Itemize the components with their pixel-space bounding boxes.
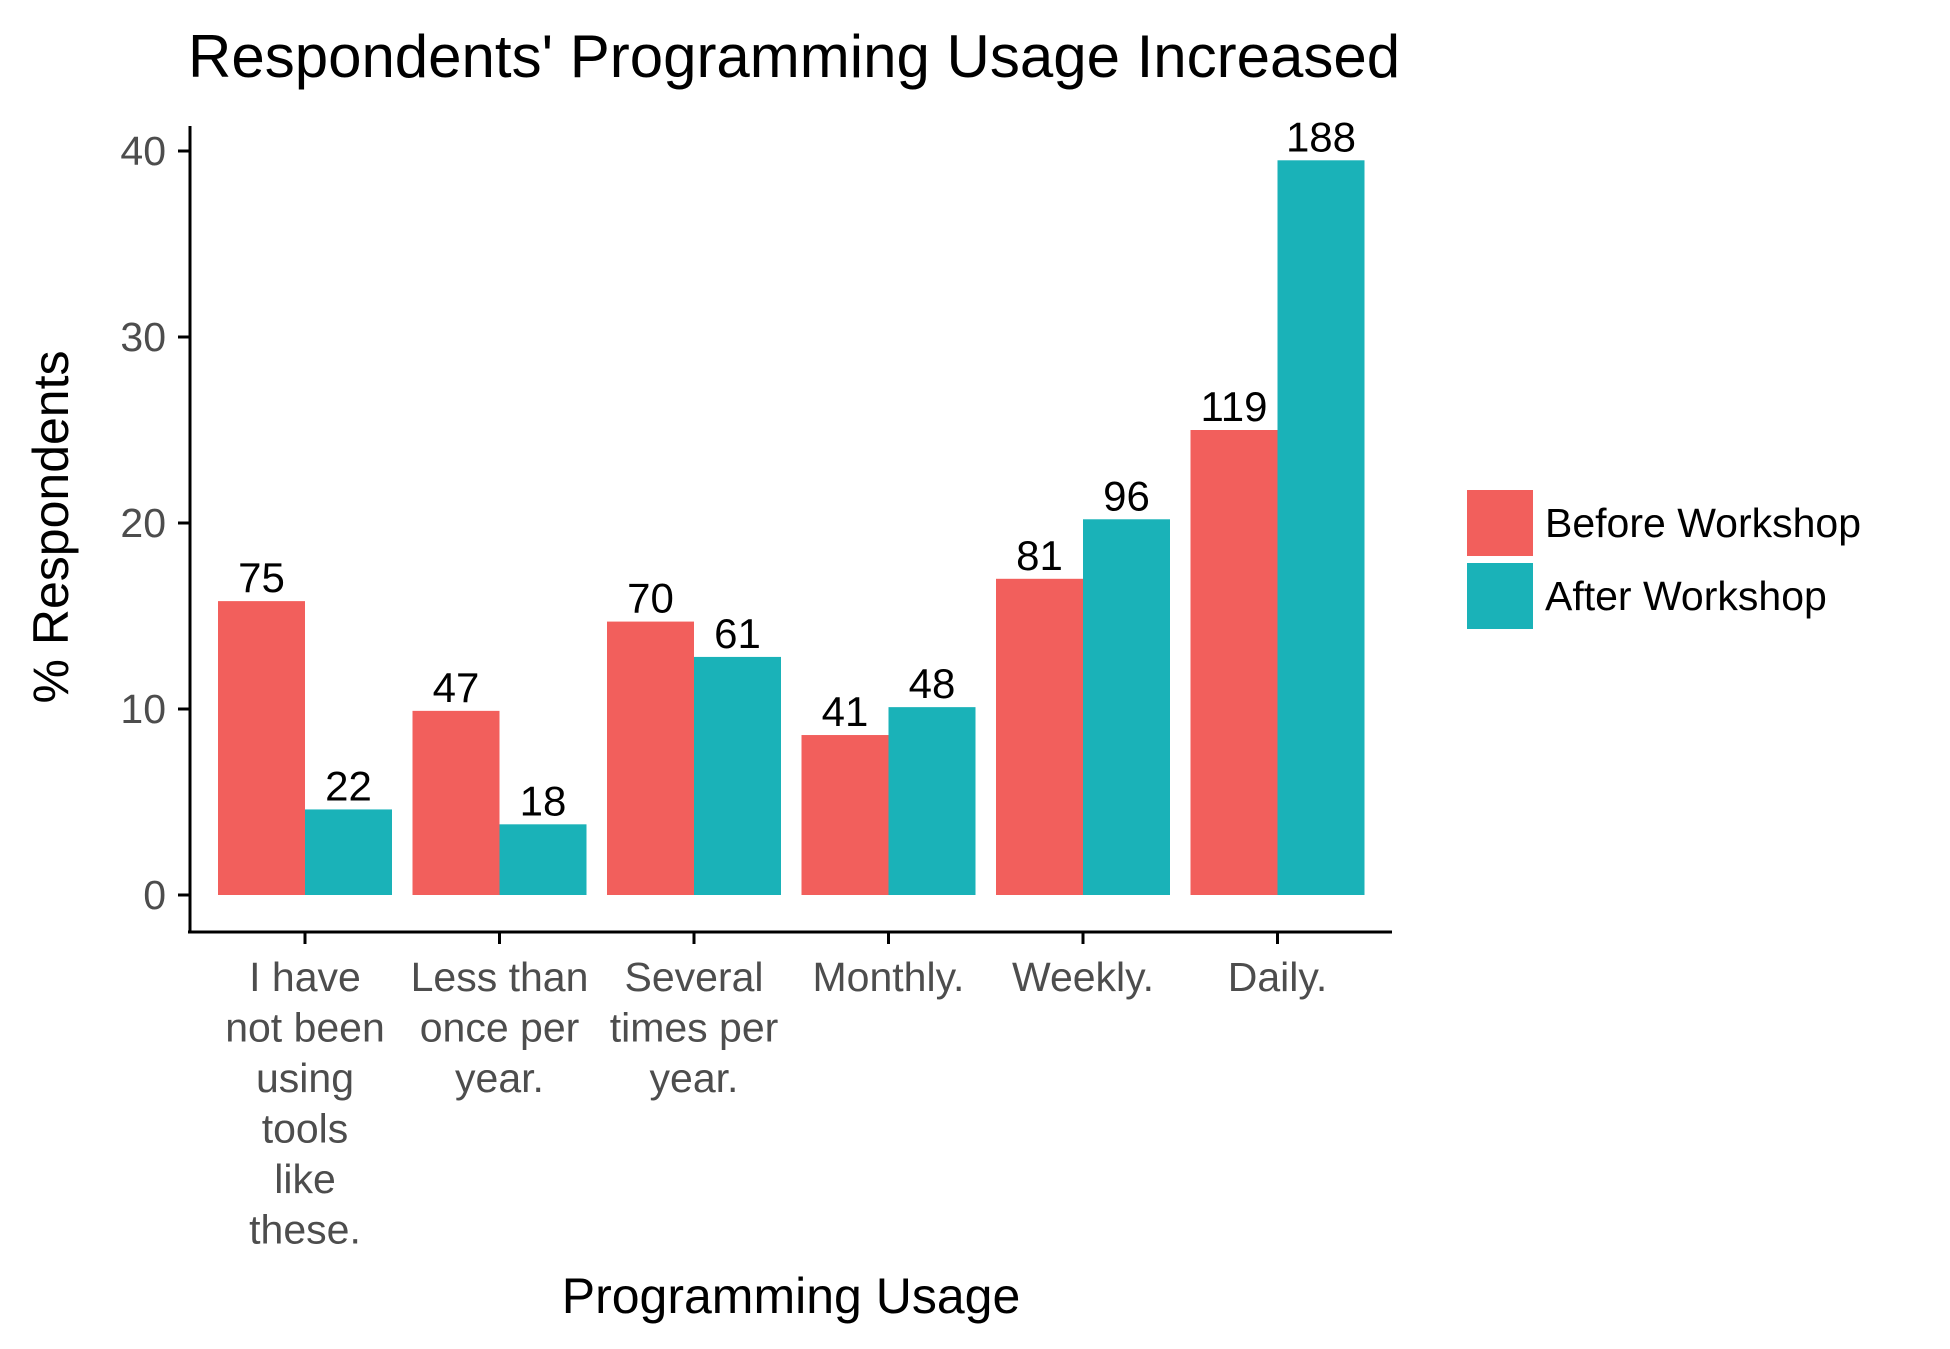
legend-swatch	[1467, 563, 1533, 629]
bar-value-label: 119	[1201, 383, 1268, 430]
bar	[694, 656, 781, 895]
y-tick-label: 20	[120, 500, 166, 546]
bar	[499, 824, 587, 895]
x-tick-label: Less than once per year.	[411, 954, 589, 1101]
bar-value-label: 48	[909, 660, 956, 707]
x-tick-label: Several times per year.	[610, 954, 779, 1101]
bar	[1277, 160, 1365, 896]
legend-label: After Workshop	[1545, 573, 1827, 619]
y-tick-label: 0	[143, 872, 166, 918]
legend: Before Workshop After Workshop	[1467, 490, 1861, 629]
y-tick-label: 10	[120, 686, 166, 732]
x-axis-title: Programming Usage	[562, 1268, 1021, 1324]
y-tick-label: 30	[120, 314, 166, 360]
bar-value-label: 41	[822, 688, 869, 735]
bar-value-label: 188	[1286, 113, 1356, 160]
plot-area: 0 10 20 30 40 75 22 I have not been using tools lik…	[120, 113, 1365, 1253]
bar	[1190, 430, 1278, 895]
x-tick-label: Monthly.	[813, 954, 965, 1000]
legend-swatch	[1467, 490, 1533, 556]
chart-title: Respondents' Programming Usage Increased	[188, 23, 1400, 90]
bar	[996, 578, 1083, 895]
legend-label: Before Workshop	[1545, 500, 1861, 546]
x-tick-label: Daily.	[1228, 954, 1327, 1000]
y-axis-title: % Respondents	[23, 350, 79, 703]
bar-value-label: 47	[433, 664, 480, 711]
bar-value-label: 18	[520, 777, 567, 824]
bar	[412, 710, 500, 895]
bar	[888, 707, 976, 895]
bar-value-label: 61	[714, 610, 761, 657]
bar-value-label: 81	[1016, 532, 1063, 579]
bar-value-label: 75	[238, 554, 285, 601]
bar-value-label: 70	[627, 575, 674, 622]
bar-value-label: 96	[1103, 472, 1150, 519]
x-tick-label: I have not been using tools like these.	[225, 954, 385, 1253]
x-tick-label: Weekly.	[1012, 954, 1154, 1000]
y-tick-label: 40	[120, 128, 166, 174]
bar	[305, 809, 392, 895]
bar	[1083, 519, 1170, 895]
bar	[218, 601, 305, 895]
bar	[607, 621, 694, 895]
bar-value-label: 22	[325, 762, 372, 809]
bar	[801, 735, 889, 895]
